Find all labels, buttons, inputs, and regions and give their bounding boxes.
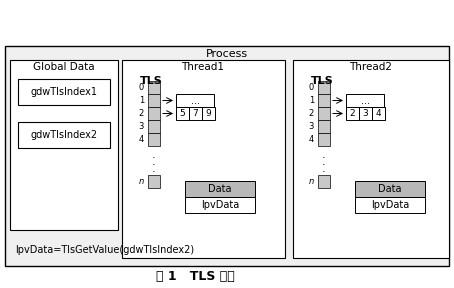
Bar <box>318 133 330 146</box>
Text: ·: · <box>152 160 156 170</box>
Text: gdwTlsIndex1: gdwTlsIndex1 <box>30 87 98 97</box>
Text: 1: 1 <box>139 96 144 105</box>
Bar <box>148 120 160 133</box>
Bar <box>318 175 330 188</box>
Text: lpvData=TlsGetValue(gdwTlsIndex2): lpvData=TlsGetValue(gdwTlsIndex2) <box>15 245 194 255</box>
Text: 5: 5 <box>180 109 185 118</box>
Text: 7: 7 <box>192 109 198 118</box>
Bar <box>346 107 359 120</box>
Text: 9: 9 <box>206 109 212 118</box>
Text: lpvData: lpvData <box>371 200 409 210</box>
Bar <box>202 107 215 120</box>
Bar <box>176 94 214 107</box>
Text: ·: · <box>152 153 156 163</box>
Text: 4: 4 <box>376 109 381 118</box>
Text: Process: Process <box>206 49 248 59</box>
Bar <box>122 60 285 258</box>
Text: ·: · <box>322 167 326 177</box>
Text: Global Data: Global Data <box>33 62 95 72</box>
Text: 1: 1 <box>309 96 314 105</box>
Bar <box>18 79 110 105</box>
Bar <box>185 181 255 197</box>
Text: ·: · <box>152 167 156 177</box>
Text: ·: · <box>322 153 326 163</box>
Bar <box>10 60 118 230</box>
Bar <box>189 107 202 120</box>
Text: ·: · <box>322 160 326 170</box>
Bar <box>148 133 160 146</box>
Bar <box>18 122 110 148</box>
Bar <box>372 107 385 120</box>
Bar <box>148 175 160 188</box>
Text: lpvData: lpvData <box>201 200 239 210</box>
Text: TLS: TLS <box>140 76 163 86</box>
Bar <box>176 107 189 120</box>
Text: 3: 3 <box>138 122 144 131</box>
Text: Thread2: Thread2 <box>350 62 393 72</box>
Text: gdwTlsIndex2: gdwTlsIndex2 <box>30 130 98 140</box>
Text: Data: Data <box>378 184 402 194</box>
Bar <box>148 107 160 120</box>
Bar <box>318 120 330 133</box>
Bar <box>346 94 384 107</box>
Bar <box>318 94 330 107</box>
Text: n: n <box>139 177 144 186</box>
Text: 2: 2 <box>139 109 144 118</box>
Text: 4: 4 <box>139 135 144 144</box>
Bar <box>355 181 425 197</box>
Text: 0: 0 <box>139 83 144 92</box>
Bar <box>148 81 160 94</box>
Bar <box>148 94 160 107</box>
Text: Data: Data <box>208 184 232 194</box>
Bar <box>355 197 425 213</box>
Text: 0: 0 <box>309 83 314 92</box>
Text: ...: ... <box>191 96 199 105</box>
Bar <box>359 107 372 120</box>
Text: 4: 4 <box>309 135 314 144</box>
Text: 3: 3 <box>363 109 368 118</box>
Bar <box>318 107 330 120</box>
Text: TLS: TLS <box>311 76 334 86</box>
Bar <box>293 60 449 258</box>
Text: n: n <box>309 177 314 186</box>
Text: ...: ... <box>360 96 370 105</box>
Text: 2: 2 <box>350 109 355 118</box>
Bar <box>5 46 449 266</box>
Bar <box>318 81 330 94</box>
Text: Thread1: Thread1 <box>182 62 224 72</box>
Text: 3: 3 <box>309 122 314 131</box>
Text: 图 1   TLS 原理: 图 1 TLS 原理 <box>156 270 234 283</box>
Text: 2: 2 <box>309 109 314 118</box>
Bar <box>185 197 255 213</box>
